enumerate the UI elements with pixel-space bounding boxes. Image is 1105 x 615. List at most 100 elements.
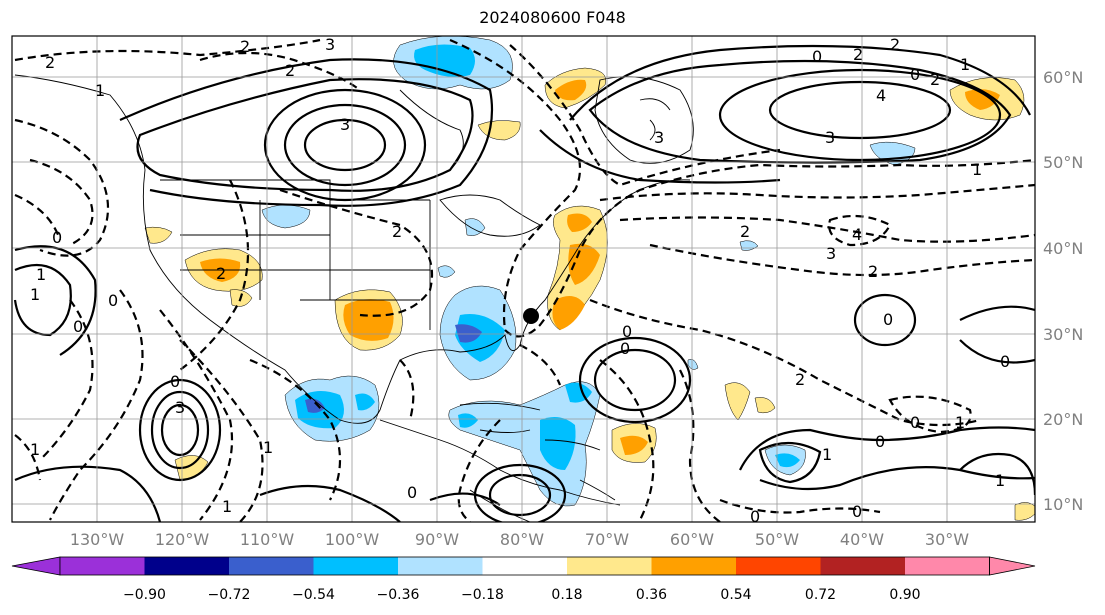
lat-lon-grid xyxy=(12,36,1035,522)
positive-shading xyxy=(754,397,776,414)
lat-label: 50°N xyxy=(1043,153,1083,172)
negative-shading xyxy=(458,413,478,428)
colorbar-cell xyxy=(60,557,145,575)
lon-label: 60°W xyxy=(670,530,714,549)
contour-label: 2 xyxy=(853,45,863,64)
contour-label: 0 xyxy=(407,483,417,502)
positive-shading xyxy=(555,79,587,101)
contour-label: 1 xyxy=(955,413,965,432)
contour-labels: 2 3 2 2 1 3 4 3 3 1 0 2 2 2 0 1 2 2 4 3 … xyxy=(30,35,1010,522)
shading-layer xyxy=(144,36,1035,521)
lat-label: 10°N xyxy=(1043,495,1083,514)
contour-label: 1 xyxy=(263,438,273,457)
contour-label: 1 xyxy=(30,285,40,304)
contour-label: 1 xyxy=(222,497,232,516)
lat-label: 60°N xyxy=(1043,68,1083,87)
colorbar-tick-label: −0.54 xyxy=(292,587,335,603)
positive-shading xyxy=(620,435,648,455)
contour-label: 0 xyxy=(170,372,180,391)
positive-shading xyxy=(567,213,592,232)
colorbar-tick-label: 0.72 xyxy=(805,587,836,603)
contour-label: 3 xyxy=(325,35,335,54)
positive-shading xyxy=(144,226,173,244)
contour-label: 1 xyxy=(95,81,105,100)
contour-label: 0 xyxy=(73,317,83,336)
positive-shading xyxy=(552,296,585,330)
contour-label: 3 xyxy=(826,244,836,263)
map-title: 2024080600 F048 xyxy=(479,8,626,27)
lon-label: 80°W xyxy=(500,530,544,549)
negative-shading xyxy=(540,416,576,470)
contour-label: 1 xyxy=(960,55,970,74)
contour-label: 1 xyxy=(972,160,982,179)
positive-shading xyxy=(965,89,1000,110)
colorbar-cell xyxy=(567,557,652,575)
colorbar-tick-label: −0.36 xyxy=(377,587,420,603)
lon-label: 30°W xyxy=(925,530,969,549)
colorbar-cell xyxy=(229,557,314,575)
contour-label: 1 xyxy=(30,440,40,459)
contour-label: 3 xyxy=(175,398,185,417)
lon-label: 110°W xyxy=(240,530,295,549)
contour-label: 1 xyxy=(822,445,832,464)
colorbar-cell xyxy=(144,557,229,575)
negative-shading xyxy=(355,393,375,411)
colorbar-cell xyxy=(482,557,567,575)
colorbar-cell xyxy=(736,557,821,575)
lat-label: 30°N xyxy=(1043,325,1083,344)
positive-shading xyxy=(343,299,394,341)
lon-label: 40°W xyxy=(840,530,884,549)
positive-contours xyxy=(13,44,1035,522)
contour-label: 3 xyxy=(825,128,835,147)
lat-label: 40°N xyxy=(1043,239,1083,258)
negative-shading xyxy=(464,218,486,236)
contour-label: 4 xyxy=(852,225,862,244)
contour-label: 2 xyxy=(216,264,226,283)
longitude-labels: 130°W 120°W 110°W 100°W 90°W 80°W 70°W 6… xyxy=(70,530,969,549)
colorbar-cell xyxy=(398,557,483,575)
contour-label: 2 xyxy=(392,222,402,241)
contour-label: 0 xyxy=(1000,352,1010,371)
contour-label: 2 xyxy=(285,61,295,80)
lon-label: 120°W xyxy=(155,530,210,549)
contour-label: 2 xyxy=(890,35,900,54)
negative-contours xyxy=(14,38,1035,522)
contour-label: 2 xyxy=(45,53,55,72)
colorbar-tick-label: −0.90 xyxy=(123,587,166,603)
lat-label: 20°N xyxy=(1043,410,1083,429)
contour-label: 0 xyxy=(812,47,822,66)
contour-label: 0 xyxy=(622,322,632,341)
contour-label: 3 xyxy=(654,128,664,147)
colorbar-cell xyxy=(905,557,990,575)
lon-label: 90°W xyxy=(415,530,459,549)
colorbar-tick-label: −0.18 xyxy=(461,587,504,603)
contour-label: 0 xyxy=(883,310,893,329)
contour-label: 0 xyxy=(875,432,885,451)
colorbar-min-arrow xyxy=(11,556,61,576)
colorbar-cell xyxy=(313,557,398,575)
negative-shading xyxy=(305,398,325,413)
contour-label: 4 xyxy=(876,86,886,105)
lon-label: 130°W xyxy=(70,530,125,549)
colorbar-cell xyxy=(651,557,736,575)
contour-label: 0 xyxy=(52,228,62,247)
colorbar-max-arrow xyxy=(989,556,1036,576)
colorbar-tick-label: 0.36 xyxy=(636,587,667,603)
negative-shading xyxy=(455,324,482,343)
contour-label: 0 xyxy=(108,291,118,310)
map-border xyxy=(11,35,1036,523)
lon-label: 100°W xyxy=(325,530,380,549)
colorbar: −0.90 −0.72 −0.54 −0.36 −0.18 0.18 0.36 … xyxy=(11,556,1036,603)
contour-label: 2 xyxy=(930,70,940,89)
contour-label: 0 xyxy=(852,502,862,521)
negative-shading xyxy=(437,265,456,278)
lon-label: 50°W xyxy=(755,530,799,549)
contour-label: 1 xyxy=(995,471,1005,490)
contour-label: 0 xyxy=(910,65,920,84)
colorbar-cell xyxy=(820,557,905,575)
contour-label: 3 xyxy=(340,115,350,134)
lon-label: 70°W xyxy=(585,530,629,549)
storm-marker-dot xyxy=(523,308,539,324)
contour-label: 0 xyxy=(910,413,920,432)
contour-label: 2 xyxy=(240,37,250,56)
